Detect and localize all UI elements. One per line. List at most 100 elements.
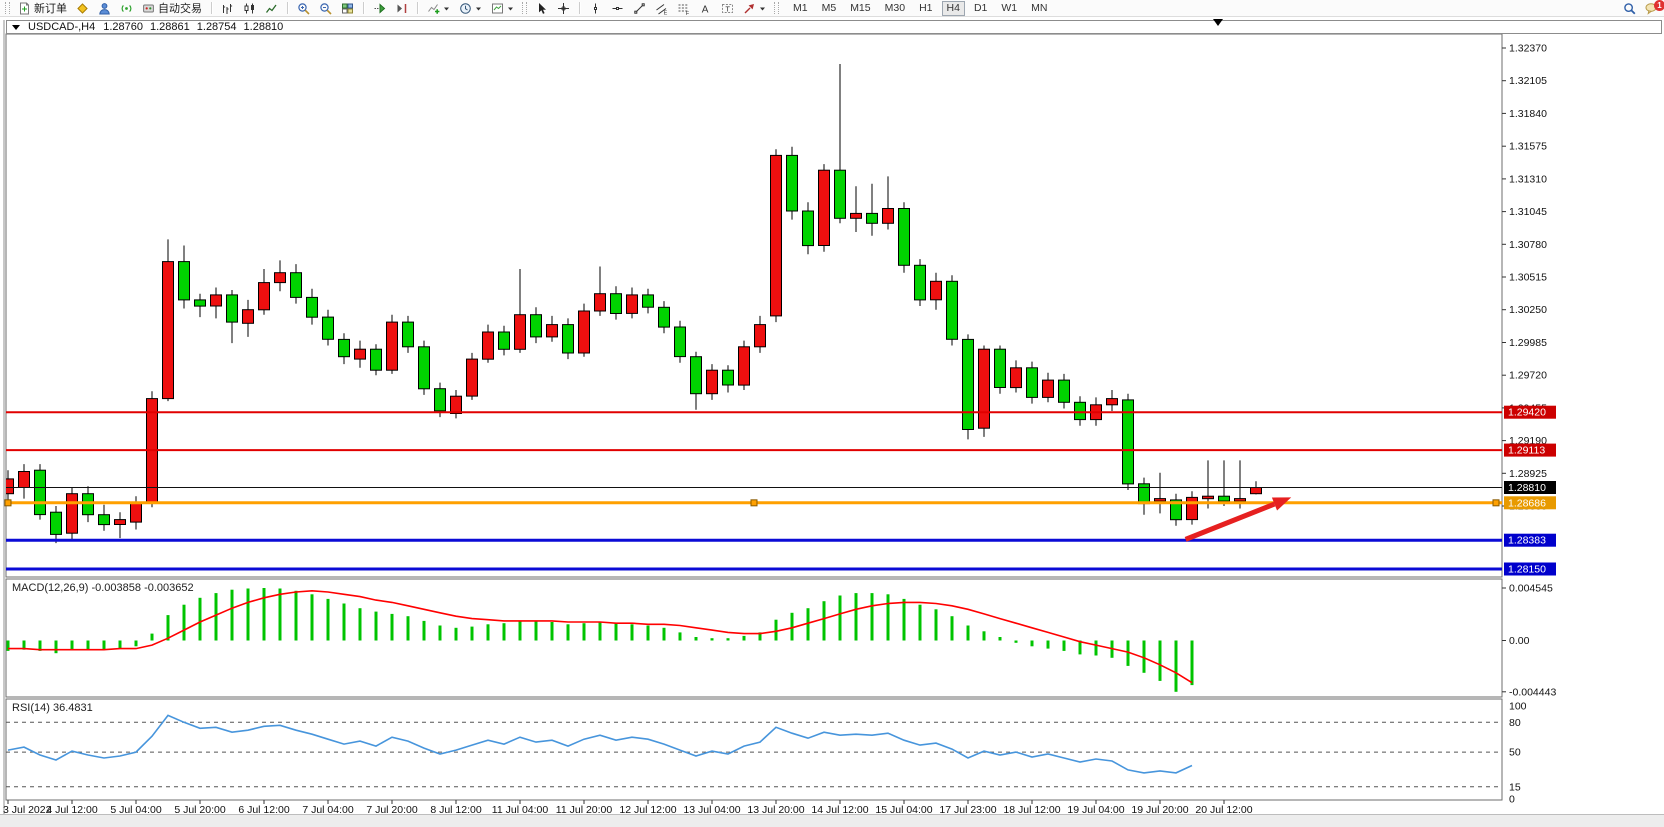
main-price-pane[interactable]: [5, 33, 1503, 578]
chart-title-bar[interactable]: USDCAD-,H4 1.28760 1.28861 1.28754 1.288…: [6, 19, 1662, 34]
macd-signal-line: [8, 589, 1193, 684]
zoom-out-icon: [319, 2, 332, 15]
indicators-button[interactable]: [424, 1, 453, 16]
autotrading-button[interactable]: 自动交易: [139, 1, 205, 16]
data-window-button[interactable]: [95, 1, 114, 16]
price-tick-label: 1.31310: [1509, 173, 1547, 185]
cursor-button[interactable]: [532, 1, 551, 16]
timeframe-button-d1[interactable]: D1: [973, 1, 988, 14]
candle-body: [1010, 367, 1022, 389]
channel-button[interactable]: E: [652, 1, 671, 16]
text-button[interactable]: A: [696, 1, 715, 16]
candle-body: [418, 346, 430, 390]
candle-body: [1042, 379, 1054, 398]
candle-body: [962, 338, 974, 430]
toolbar-separator: [417, 2, 418, 14]
candle-body: [434, 388, 446, 412]
candle-body: [242, 309, 254, 324]
trend-arrow-object[interactable]: [1184, 497, 1292, 542]
price-badge: 1.28810: [1504, 481, 1556, 494]
line-chart-button[interactable]: [262, 1, 281, 16]
time-axis-label: 5 Jul 04:00: [110, 804, 162, 816]
candle-body: [1106, 398, 1118, 406]
new-order-button[interactable]: 新订单: [15, 1, 70, 16]
notifications-button[interactable]: 1: [1642, 0, 1664, 16]
timeframe-button-mn[interactable]: MN: [1031, 1, 1048, 14]
fibonacci-icon: F: [677, 2, 690, 15]
rsi-axis-label: 100: [1509, 701, 1527, 713]
line-chart-icon: [265, 2, 278, 15]
rsi-label: RSI(14) 36.4831: [12, 702, 93, 714]
crosshair-button[interactable]: [554, 1, 573, 16]
rsi-pane[interactable]: [5, 698, 1503, 801]
notification-badge: 1: [1654, 0, 1664, 11]
toolbar-grip[interactable]: [774, 2, 779, 14]
toolbar-separator: [363, 2, 364, 14]
timeframe-button-h1[interactable]: H1: [919, 1, 933, 14]
candle-body: [210, 294, 222, 307]
trendline-button[interactable]: [630, 1, 649, 16]
template-chart-icon: [491, 2, 504, 15]
price-tick-label: 1.29985: [1509, 337, 1547, 349]
chart-shift-button[interactable]: [392, 1, 411, 16]
status-strip: [0, 814, 1664, 827]
candle-body: [578, 310, 590, 354]
candle-body: [162, 261, 174, 400]
price-tick-label: 1.31045: [1509, 206, 1547, 218]
auto-scroll-button[interactable]: [370, 1, 389, 16]
time-axis-label: 11 Jul 20:00: [556, 804, 613, 816]
candle-body: [354, 348, 366, 360]
line-handle[interactable]: [750, 499, 758, 507]
price-badge: 1.29420: [1504, 405, 1556, 419]
timeframe-button-m5[interactable]: M5: [821, 1, 837, 14]
search-button[interactable]: [1620, 1, 1639, 16]
time-axis-label: 19 Jul 04:00: [1067, 804, 1124, 816]
zoom-in-button[interactable]: [294, 1, 313, 16]
candle-body: [258, 282, 270, 311]
timeframe-button-m15[interactable]: M15: [850, 1, 871, 14]
macd-pane[interactable]: [5, 578, 1503, 698]
timeframe-button-h4[interactable]: H4: [941, 0, 965, 16]
svg-text:E: E: [664, 10, 668, 14]
candle-body: [786, 154, 798, 212]
fibonacci-button[interactable]: F: [674, 1, 693, 16]
indicators-add-icon: [427, 2, 440, 15]
line-handle[interactable]: [4, 499, 12, 507]
candle-body: [738, 346, 750, 386]
price-tick-label: 1.32105: [1509, 75, 1547, 87]
timeframe-button-w1[interactable]: W1: [1001, 1, 1018, 14]
time-axis-label: 5 Jul 20:00: [174, 804, 226, 816]
text-label-button[interactable]: T: [718, 1, 737, 16]
price-tick-label: 1.30250: [1509, 304, 1547, 316]
dropdown-caret-icon: [507, 2, 514, 15]
bar-chart-button[interactable]: [218, 1, 237, 16]
candle-body: [98, 514, 110, 526]
candlestick-chart-button[interactable]: [240, 1, 259, 16]
candle-body: [338, 338, 350, 358]
timeframe-button-m30[interactable]: M30: [884, 1, 906, 14]
price-tick-label: 1.30780: [1509, 239, 1547, 251]
candle-body: [226, 294, 238, 323]
toolbar-grip[interactable]: [5, 2, 10, 14]
market-watch-button[interactable]: [73, 1, 92, 16]
signals-button[interactable]: [117, 1, 136, 16]
templates-button[interactable]: [488, 1, 517, 16]
candle-body: [1026, 367, 1038, 398]
toolbar-grip[interactable]: [522, 2, 527, 14]
chart-shift-marker-icon[interactable]: [1213, 19, 1223, 26]
line-handle[interactable]: [1492, 499, 1500, 507]
horizontal-line-button[interactable]: [608, 1, 627, 16]
zoom-out-button[interactable]: [316, 1, 335, 16]
timeframe-button-m1[interactable]: M1: [793, 1, 808, 14]
toolbar-separator: [579, 2, 580, 14]
person-icon: [98, 2, 111, 15]
chart-shift-icon: [395, 2, 408, 15]
vertical-line-button[interactable]: [586, 1, 605, 16]
periods-button[interactable]: [456, 1, 485, 16]
arrows-button[interactable]: [740, 1, 769, 16]
tile-windows-button[interactable]: [338, 1, 357, 16]
time-axis-label: 19 Jul 20:00: [1131, 804, 1188, 816]
chart-menu-caret-icon[interactable]: [12, 24, 20, 30]
time-axis-label: 13 Jul 20:00: [747, 804, 804, 816]
